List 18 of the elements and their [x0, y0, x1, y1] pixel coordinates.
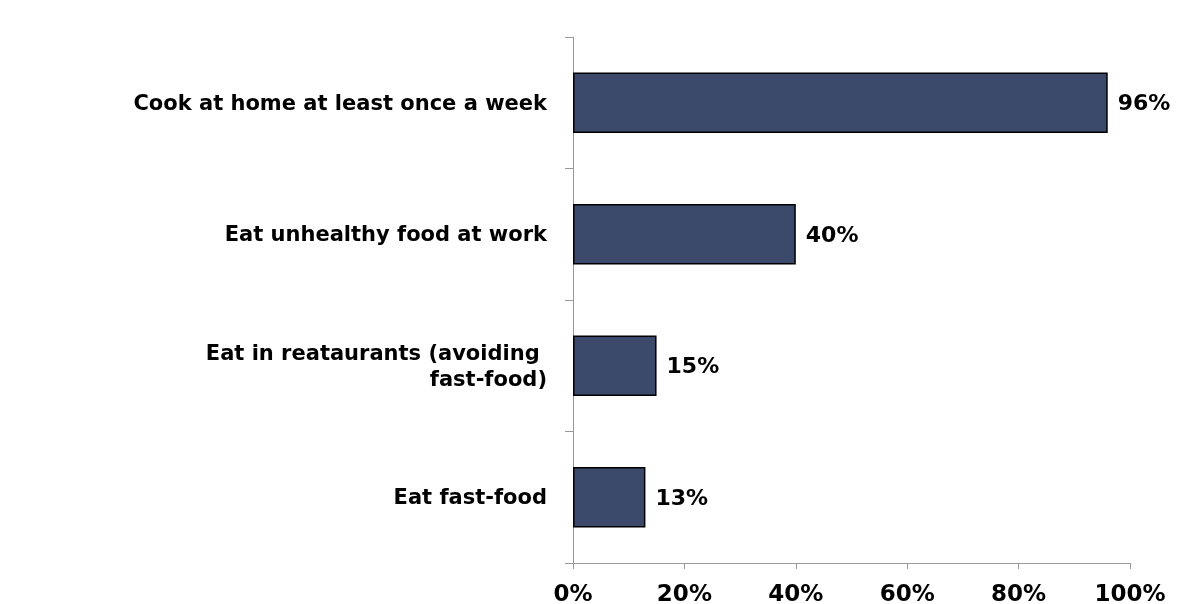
- y-tick-label: Cook at home at least once a week: [133, 90, 549, 115]
- x-tick-label: 100%: [1094, 579, 1166, 604]
- x-tick-label: 80%: [991, 579, 1047, 604]
- x-tick-label: 0%: [553, 579, 593, 604]
- data-label: 40%: [805, 221, 859, 247]
- x-tick-label: 60%: [879, 579, 935, 604]
- y-tick-label: Eat unhealthy food at work: [224, 222, 549, 247]
- y-tick-label: Eat in reataurants (avoiding fast-food): [205, 340, 547, 391]
- y-tick-label: Eat fast-food: [393, 485, 547, 510]
- bar: [573, 467, 646, 528]
- bar: [573, 72, 1108, 133]
- data-label: 96%: [1117, 90, 1171, 116]
- data-label: 13%: [655, 484, 709, 510]
- data-label: 15%: [666, 353, 720, 379]
- x-tick-label: 20%: [656, 579, 712, 604]
- x-tick-label: 40%: [768, 579, 824, 604]
- bar: [573, 204, 796, 265]
- bar: [573, 335, 657, 396]
